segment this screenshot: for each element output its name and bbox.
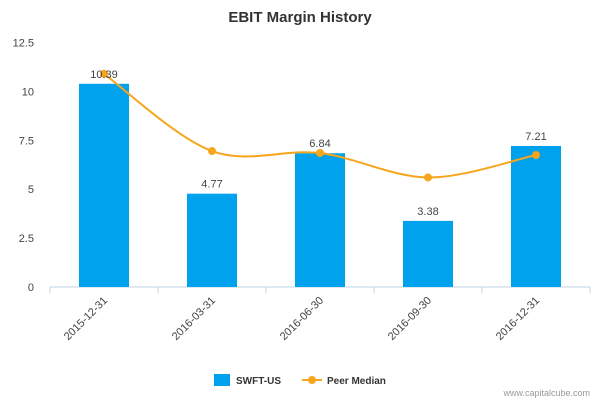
bar[interactable] — [403, 220, 453, 287]
legend-item-swft[interactable]: SWFT-US — [214, 374, 281, 387]
legend-marker-peer-median — [308, 376, 316, 384]
peer-median-point[interactable] — [532, 150, 540, 159]
line-series — [100, 69, 540, 182]
y-tick-label: 12.5 — [13, 38, 34, 50]
peer-median-point[interactable] — [100, 69, 108, 78]
y-tick-label: 0 — [28, 282, 34, 294]
legend-item-peer-median[interactable]: Peer Median — [302, 376, 386, 387]
y-tick-label: 5 — [28, 184, 34, 196]
peer-median-point[interactable] — [424, 173, 432, 182]
bar[interactable] — [187, 193, 237, 287]
legend-label-swft: SWFT-US — [236, 376, 281, 387]
bar-data-label: 3.38 — [417, 206, 438, 218]
data-labels: 10.39 4.77 6.84 3.38 7.21 — [90, 69, 546, 218]
chart-title: EBIT Margin History — [228, 9, 372, 26]
legend-label-peer-median: Peer Median — [327, 376, 386, 387]
y-tick-label: 2.5 — [19, 233, 34, 245]
bar-data-label: 4.77 — [201, 179, 222, 191]
bar[interactable] — [79, 83, 129, 287]
x-tick-label: 2016-03-31 — [170, 295, 218, 343]
bar[interactable] — [511, 145, 561, 287]
bar[interactable] — [295, 153, 345, 287]
peer-median-point[interactable] — [208, 147, 216, 156]
x-axis: 2015-12-31 2016-03-31 2016-06-30 2016-09-30… — [49, 286, 591, 343]
y-axis: 0 2.5 5 7.5 10 12.5 — [13, 38, 34, 295]
legend: SWFT-US Peer Median — [214, 374, 386, 387]
peer-median-point[interactable] — [316, 149, 324, 158]
bar-data-label: 10.39 — [90, 69, 118, 81]
x-tick-label: 2016-09-30 — [386, 295, 434, 343]
x-tick-label: 2015-12-31 — [62, 295, 110, 343]
bar-data-label: 6.84 — [309, 138, 330, 150]
bar-series — [79, 83, 561, 287]
y-tick-label: 7.5 — [19, 135, 34, 147]
bar-data-label: 7.21 — [525, 131, 546, 143]
y-tick-label: 10 — [22, 86, 34, 98]
legend-swatch-swft — [214, 374, 230, 386]
x-tick-label: 2016-12-31 — [494, 295, 542, 343]
x-tick-label: 2016-06-30 — [278, 295, 326, 343]
credit-text: www.capitalcube.com — [502, 388, 590, 398]
